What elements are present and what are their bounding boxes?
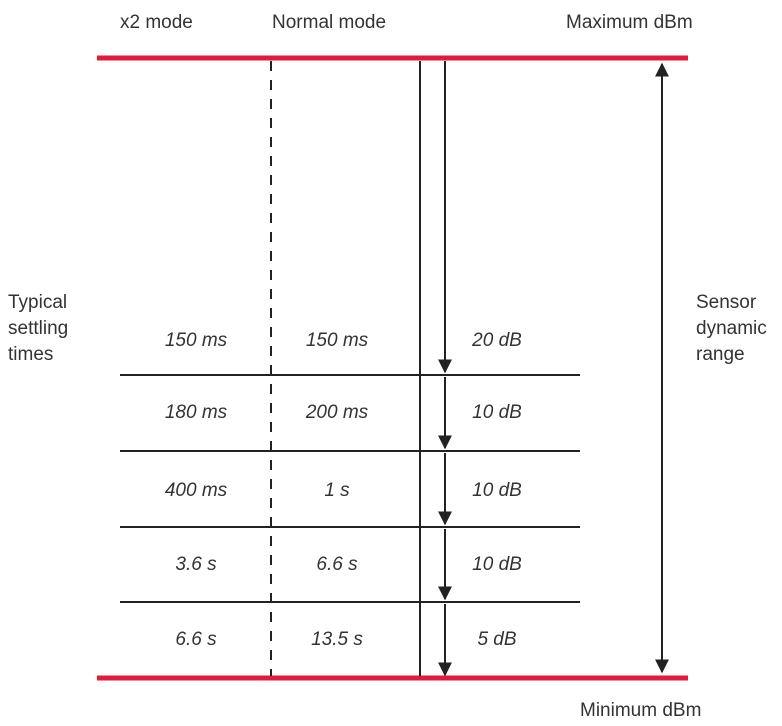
label-line: Typical (8, 292, 68, 313)
label-line: range (696, 344, 745, 365)
row-5-range-step: 5 dB (477, 629, 517, 650)
label-sensor-dynamic-range: Sensor dynamic range (696, 290, 767, 368)
row-2-normal-time: 200 ms (305, 402, 369, 423)
row-1-x2-time: 150 ms (164, 330, 228, 351)
row-1-normal-time: 150 ms (305, 330, 369, 351)
row-1-range-step: 20 dB (472, 330, 522, 351)
row-3-range-step: 10 dB (472, 480, 522, 501)
header-normal-mode: Normal mode (272, 12, 387, 33)
label-line: dynamic (696, 318, 767, 339)
label-line: times (8, 344, 54, 365)
label-line: Sensor (696, 292, 757, 313)
row-5-x2-time: 6.6 s (175, 629, 217, 650)
row-3-x2-time: 400 ms (164, 480, 228, 501)
row-4-range-step: 10 dB (472, 554, 522, 575)
row-4-x2-time: 3.6 s (175, 554, 217, 575)
header-max-dbm: Maximum dBm (566, 12, 693, 33)
label-line: settling (8, 318, 69, 339)
row-3-normal-time: 1 s (324, 480, 350, 501)
header-x2-mode: x2 mode (120, 12, 193, 33)
row-4-normal-time: 6.6 s (316, 554, 358, 575)
row-2-range-step: 10 dB (472, 402, 522, 423)
label-typical-settling-times: Typical settling times (8, 290, 68, 368)
row-2-x2-time: 180 ms (164, 402, 228, 423)
label-min-dbm: Minimum dBm (580, 700, 702, 721)
row-5-normal-time: 13.5 s (311, 629, 363, 650)
